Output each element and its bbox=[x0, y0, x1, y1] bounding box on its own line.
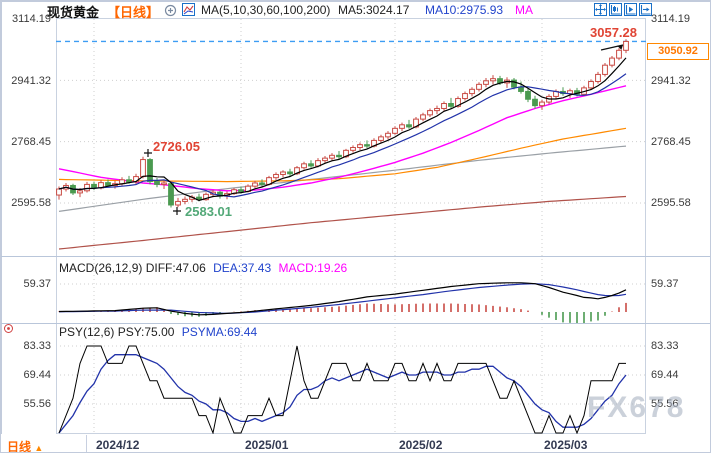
macd-dea-label: DEA:37.43 bbox=[213, 261, 272, 275]
psy-tick-right-2: 55.56 bbox=[651, 398, 679, 410]
swing-low-label: 2583.01 bbox=[185, 204, 232, 219]
ma5-value-label: MA5:3024.17 bbox=[338, 3, 410, 17]
period-selector-label: 日线 bbox=[7, 440, 32, 453]
play-forward-tool-icon[interactable] bbox=[624, 3, 637, 16]
watermark: FX678 bbox=[587, 391, 686, 424]
psy-value-label: PSY:75.00 bbox=[117, 325, 175, 339]
macd-tick-right: 59.37 bbox=[651, 278, 679, 290]
price-tick-right-0: 3114.19 bbox=[651, 13, 690, 25]
psyma-value-label: PSYMA:69.44 bbox=[181, 325, 258, 339]
toolbar bbox=[594, 3, 654, 21]
psy-tick-left-0: 83.33 bbox=[23, 340, 51, 352]
psy-params-label: PSY(12,6) bbox=[59, 325, 115, 339]
instrument-title: 现货黄金 bbox=[47, 5, 100, 20]
current-price-tag: 3050.92 bbox=[647, 43, 709, 60]
macd-params-label: MACD(26,12,9) bbox=[59, 261, 143, 275]
ma10-value-label: MA10:2975.93 bbox=[425, 3, 504, 17]
psy-tick-right-1: 69.44 bbox=[651, 369, 679, 381]
triangle-up-icon: ▲ bbox=[34, 443, 44, 453]
time-axis-divider bbox=[86, 435, 87, 452]
ma30-value-label-truncated: MA bbox=[515, 3, 533, 17]
session-high-label: 3057.28 bbox=[590, 25, 637, 40]
psy-tick-left-1: 69.44 bbox=[23, 369, 51, 381]
price-tick-left-2: 2768.45 bbox=[11, 136, 51, 148]
psy-tick-right-0: 83.33 bbox=[651, 340, 679, 352]
price-tick-right-3: 2595.58 bbox=[651, 197, 691, 209]
psy-header: PSY(12,6) PSY:75.00 PSYMA:69.44 bbox=[59, 325, 257, 339]
macd-tick-left: 59.37 bbox=[23, 278, 51, 290]
chart-type-icon[interactable] bbox=[182, 3, 195, 16]
price-tick-right-1: 2941.32 bbox=[651, 75, 691, 87]
price-tick-left-1: 2941.32 bbox=[11, 75, 51, 87]
price-tick-left-3: 2595.58 bbox=[11, 197, 51, 209]
period-tag[interactable]: 【日线】 bbox=[107, 5, 160, 20]
psy-tick-left-2: 55.56 bbox=[23, 398, 51, 410]
period-selector[interactable]: 日线 ▲ bbox=[7, 438, 44, 453]
adjust-icon[interactable] bbox=[164, 4, 177, 17]
price-tick-right-2: 2768.45 bbox=[651, 136, 691, 148]
indicator-settings-icon[interactable] bbox=[3, 321, 14, 339]
shift-right-tool-icon[interactable] bbox=[639, 3, 652, 16]
ma-settings-label: MA(5,10,30,60,100,200) bbox=[201, 3, 331, 17]
macd-header: MACD(26,12,9) DIFF:47.06 DEA:37.43 MACD:… bbox=[59, 261, 347, 275]
time-tick-2: 2025/02 bbox=[399, 438, 443, 452]
swing-high-label: 2726.05 bbox=[153, 139, 200, 154]
crosshair-tool-icon[interactable] bbox=[594, 3, 607, 16]
time-axis bbox=[1, 434, 710, 452]
time-tick-1: 2025/01 bbox=[245, 438, 289, 452]
axis-scale-tool-icon[interactable] bbox=[609, 3, 622, 16]
price-tick-left-0: 3114.19 bbox=[12, 13, 51, 25]
macd-diff-label: DIFF:47.06 bbox=[145, 261, 206, 275]
time-tick-3: 2025/03 bbox=[544, 438, 588, 452]
time-tick-0: 2024/12 bbox=[96, 438, 140, 452]
macd-hist-label: MACD:19.26 bbox=[278, 261, 348, 275]
